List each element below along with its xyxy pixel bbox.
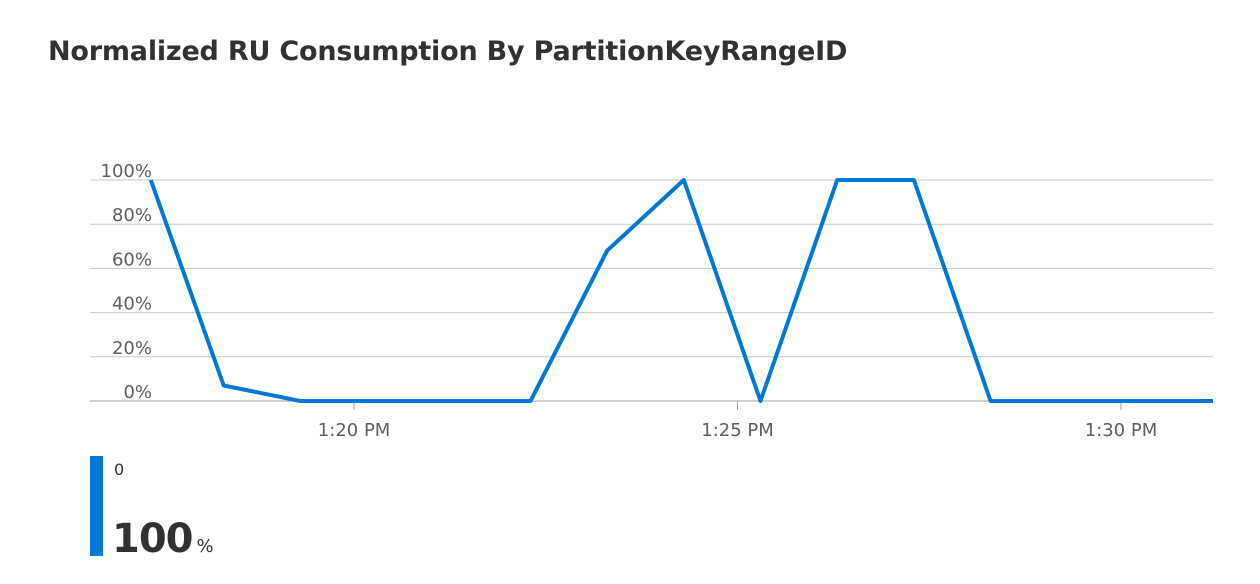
y-tick-label: 100% (101, 161, 152, 182)
x-tick-label: 1:30 PM (1085, 420, 1158, 441)
y-axis-ticks: 0% 20% 40% 60% 80% 100% (101, 161, 152, 403)
y-tick-label: 0% (123, 382, 152, 403)
chart-title: Normalized RU Consumption By PartitionKe… (48, 36, 848, 67)
y-tick-label: 40% (112, 294, 152, 315)
legend-color-swatch (90, 456, 103, 556)
line-chart: 0% 20% 40% 60% 80% 100% 1:20 PM 1:25 PM 1:30 PM (90, 161, 1213, 441)
series-group (148, 178, 1213, 403)
legend-series-name: 0 (114, 460, 125, 479)
legend-value: 100% (112, 516, 214, 562)
gridlines (90, 179, 1213, 402)
series-line-0[interactable] (148, 178, 1213, 403)
x-axis-ticks: 1:20 PM 1:25 PM 1:30 PM (318, 401, 1157, 441)
legend-value-number: 100 (112, 516, 193, 562)
y-tick-label: 60% (112, 249, 152, 270)
y-tick-label: 20% (112, 338, 152, 359)
x-tick-label: 1:25 PM (701, 420, 774, 441)
legend-value-unit: % (196, 536, 214, 557)
y-tick-label: 80% (112, 205, 152, 226)
x-tick-label: 1:20 PM (318, 420, 391, 441)
